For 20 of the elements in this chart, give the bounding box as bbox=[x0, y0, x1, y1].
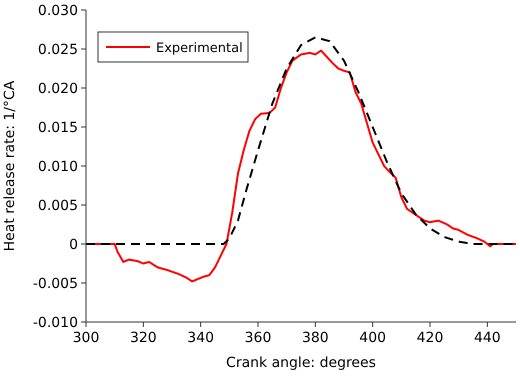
legend-label: Experimental bbox=[156, 41, 243, 56]
y-tick-label: 0 bbox=[69, 237, 78, 253]
x-tick-label: 320 bbox=[130, 330, 157, 346]
y-axis-title: Heat release rate: 1/°CA bbox=[2, 80, 18, 252]
y-tick-label: -0.005 bbox=[32, 276, 78, 292]
x-tick-label: 400 bbox=[359, 330, 386, 346]
x-tick-label: 440 bbox=[474, 330, 501, 346]
y-tick-label: 0.025 bbox=[38, 42, 78, 58]
x-tick-label: 300 bbox=[72, 330, 100, 346]
x-axis-title: Crank angle: degrees bbox=[226, 355, 376, 371]
x-tick-label: 340 bbox=[187, 330, 214, 346]
y-tick-label: 0.030 bbox=[38, 3, 78, 19]
x-tick-label: 420 bbox=[416, 330, 444, 346]
y-tick-label: 0.020 bbox=[38, 81, 78, 97]
x-tick-label: 360 bbox=[244, 330, 272, 346]
x-tick-label: 380 bbox=[302, 330, 329, 346]
y-tick-label: 0.010 bbox=[38, 159, 78, 175]
y-tick-label: 0.005 bbox=[38, 198, 78, 214]
y-tick-label: -0.010 bbox=[32, 315, 78, 331]
y-tick-label: 0.015 bbox=[38, 120, 78, 136]
